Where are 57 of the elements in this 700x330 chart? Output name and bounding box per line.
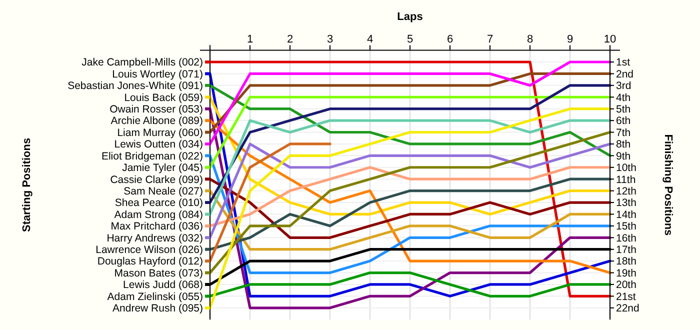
legend-label: Shea Pearce (010) bbox=[114, 197, 203, 210]
y-tick-label: 17th bbox=[616, 244, 637, 256]
x-tick-label: 8 bbox=[526, 33, 534, 46]
y-tick-label: 13th bbox=[616, 197, 637, 210]
legend-label: Sam Neale (027) bbox=[124, 185, 203, 198]
y-tick-label: 7th bbox=[616, 126, 631, 139]
x-tick-label: 10 bbox=[604, 33, 616, 46]
y-tick-label: 4th bbox=[616, 92, 631, 104]
y-tick-label: 5th bbox=[616, 104, 631, 116]
legend-label: Max Pritchard (036) bbox=[110, 220, 203, 233]
x-tick-label: 9 bbox=[566, 33, 574, 46]
legend-label: Louis Back (059) bbox=[124, 92, 203, 104]
y-axis-title: Finishing Positions bbox=[662, 134, 674, 236]
y-tick-label: 10th bbox=[616, 162, 637, 174]
legend-label: Lawrence Wilson (026) bbox=[96, 244, 203, 256]
legend-label: Mason Bates (073) bbox=[114, 267, 203, 280]
y-tick-label: 3rd bbox=[616, 80, 632, 92]
legend-label: Jamie Tyler (045) bbox=[122, 162, 203, 174]
y-tick-label: 20th bbox=[616, 279, 637, 292]
y-tick-label: 9th bbox=[616, 150, 631, 162]
x-tick-label: 3 bbox=[326, 33, 334, 46]
legend-label: Douglas Hayford (012) bbox=[97, 256, 203, 268]
legend-label: Sebastian Jones-White (091) bbox=[68, 80, 203, 92]
x-tick-label: 5 bbox=[406, 33, 414, 46]
y-tick-label: 6th bbox=[616, 115, 631, 128]
y-tick-label: 2nd bbox=[616, 68, 634, 80]
x-tick-label: 4 bbox=[366, 33, 374, 46]
legend-label: Adam Strong (084) bbox=[114, 208, 203, 221]
x-axis-title: Laps bbox=[397, 11, 423, 23]
x-tick-label: 6 bbox=[446, 33, 454, 46]
y-tick-label: 21st bbox=[616, 290, 636, 303]
y-tick-label: 19th bbox=[616, 267, 637, 280]
x-tick-label: 7 bbox=[486, 33, 494, 46]
legend-label: Owain Rosser (053) bbox=[110, 104, 203, 116]
legend-label: Jake Campbell-Mills (002) bbox=[82, 56, 203, 69]
legend-label: Andrew Rush (095) bbox=[112, 302, 203, 315]
text: Starting Positions bbox=[21, 138, 33, 232]
y-tick-label: 16th bbox=[616, 232, 637, 244]
y-tick-label: 1st bbox=[616, 56, 630, 69]
y-tick-label: 18th bbox=[616, 256, 637, 268]
legend-label: Archie Albone (089) bbox=[110, 115, 203, 128]
legend-label: Louis Wortley (071) bbox=[112, 68, 203, 80]
legend-label: Eliot Bridgeman (022) bbox=[101, 150, 203, 162]
x-tick-label: 1 bbox=[246, 33, 254, 46]
legend-label: Adam Zielinski (055) bbox=[107, 290, 203, 303]
y-tick-label: 12th bbox=[616, 185, 637, 198]
y-tick-label: 15th bbox=[616, 220, 637, 233]
legend-label: Cassie Clarke (099) bbox=[110, 174, 203, 186]
y-tick-label: 22nd bbox=[616, 302, 640, 315]
legend-label: Liam Murray (060) bbox=[117, 126, 203, 139]
y-tick-label: 14th bbox=[616, 208, 637, 221]
legend-label: Harry Andrews (032) bbox=[106, 232, 203, 244]
y-tick-label: 11th bbox=[616, 174, 636, 186]
x-tick-label: 2 bbox=[286, 33, 294, 46]
legend-label: Lewis Outten (034) bbox=[114, 138, 203, 151]
legend-label: Lewis Judd (068) bbox=[123, 279, 203, 292]
y-tick-label: 8th bbox=[616, 138, 631, 151]
